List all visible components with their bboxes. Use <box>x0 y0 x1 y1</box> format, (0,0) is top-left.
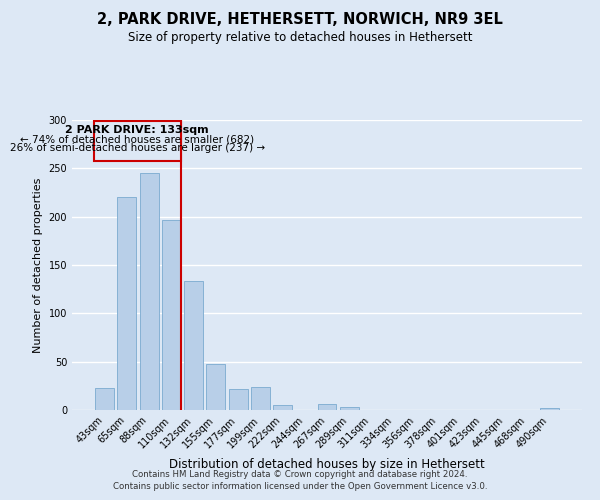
Text: ← 74% of detached houses are smaller (682): ← 74% of detached houses are smaller (68… <box>20 134 254 144</box>
Text: Contains public sector information licensed under the Open Government Licence v3: Contains public sector information licen… <box>113 482 487 491</box>
X-axis label: Distribution of detached houses by size in Hethersett: Distribution of detached houses by size … <box>169 458 485 471</box>
Bar <box>273 405 292 410</box>
Bar <box>118 198 136 410</box>
Bar <box>251 387 270 410</box>
Text: Size of property relative to detached houses in Hethersett: Size of property relative to detached ho… <box>128 31 472 44</box>
Y-axis label: Number of detached properties: Number of detached properties <box>33 178 43 352</box>
Bar <box>184 282 203 410</box>
FancyBboxPatch shape <box>94 121 181 160</box>
Bar <box>317 404 337 410</box>
Bar <box>140 173 158 410</box>
Text: Contains HM Land Registry data © Crown copyright and database right 2024.: Contains HM Land Registry data © Crown c… <box>132 470 468 479</box>
Bar <box>206 364 225 410</box>
Text: 26% of semi-detached houses are larger (237) →: 26% of semi-detached houses are larger (… <box>10 143 265 153</box>
Bar <box>540 408 559 410</box>
Text: 2 PARK DRIVE: 133sqm: 2 PARK DRIVE: 133sqm <box>65 125 209 135</box>
Bar <box>162 220 181 410</box>
Bar <box>340 407 359 410</box>
Text: 2, PARK DRIVE, HETHERSETT, NORWICH, NR9 3EL: 2, PARK DRIVE, HETHERSETT, NORWICH, NR9 … <box>97 12 503 28</box>
Bar <box>229 388 248 410</box>
Bar <box>95 388 114 410</box>
